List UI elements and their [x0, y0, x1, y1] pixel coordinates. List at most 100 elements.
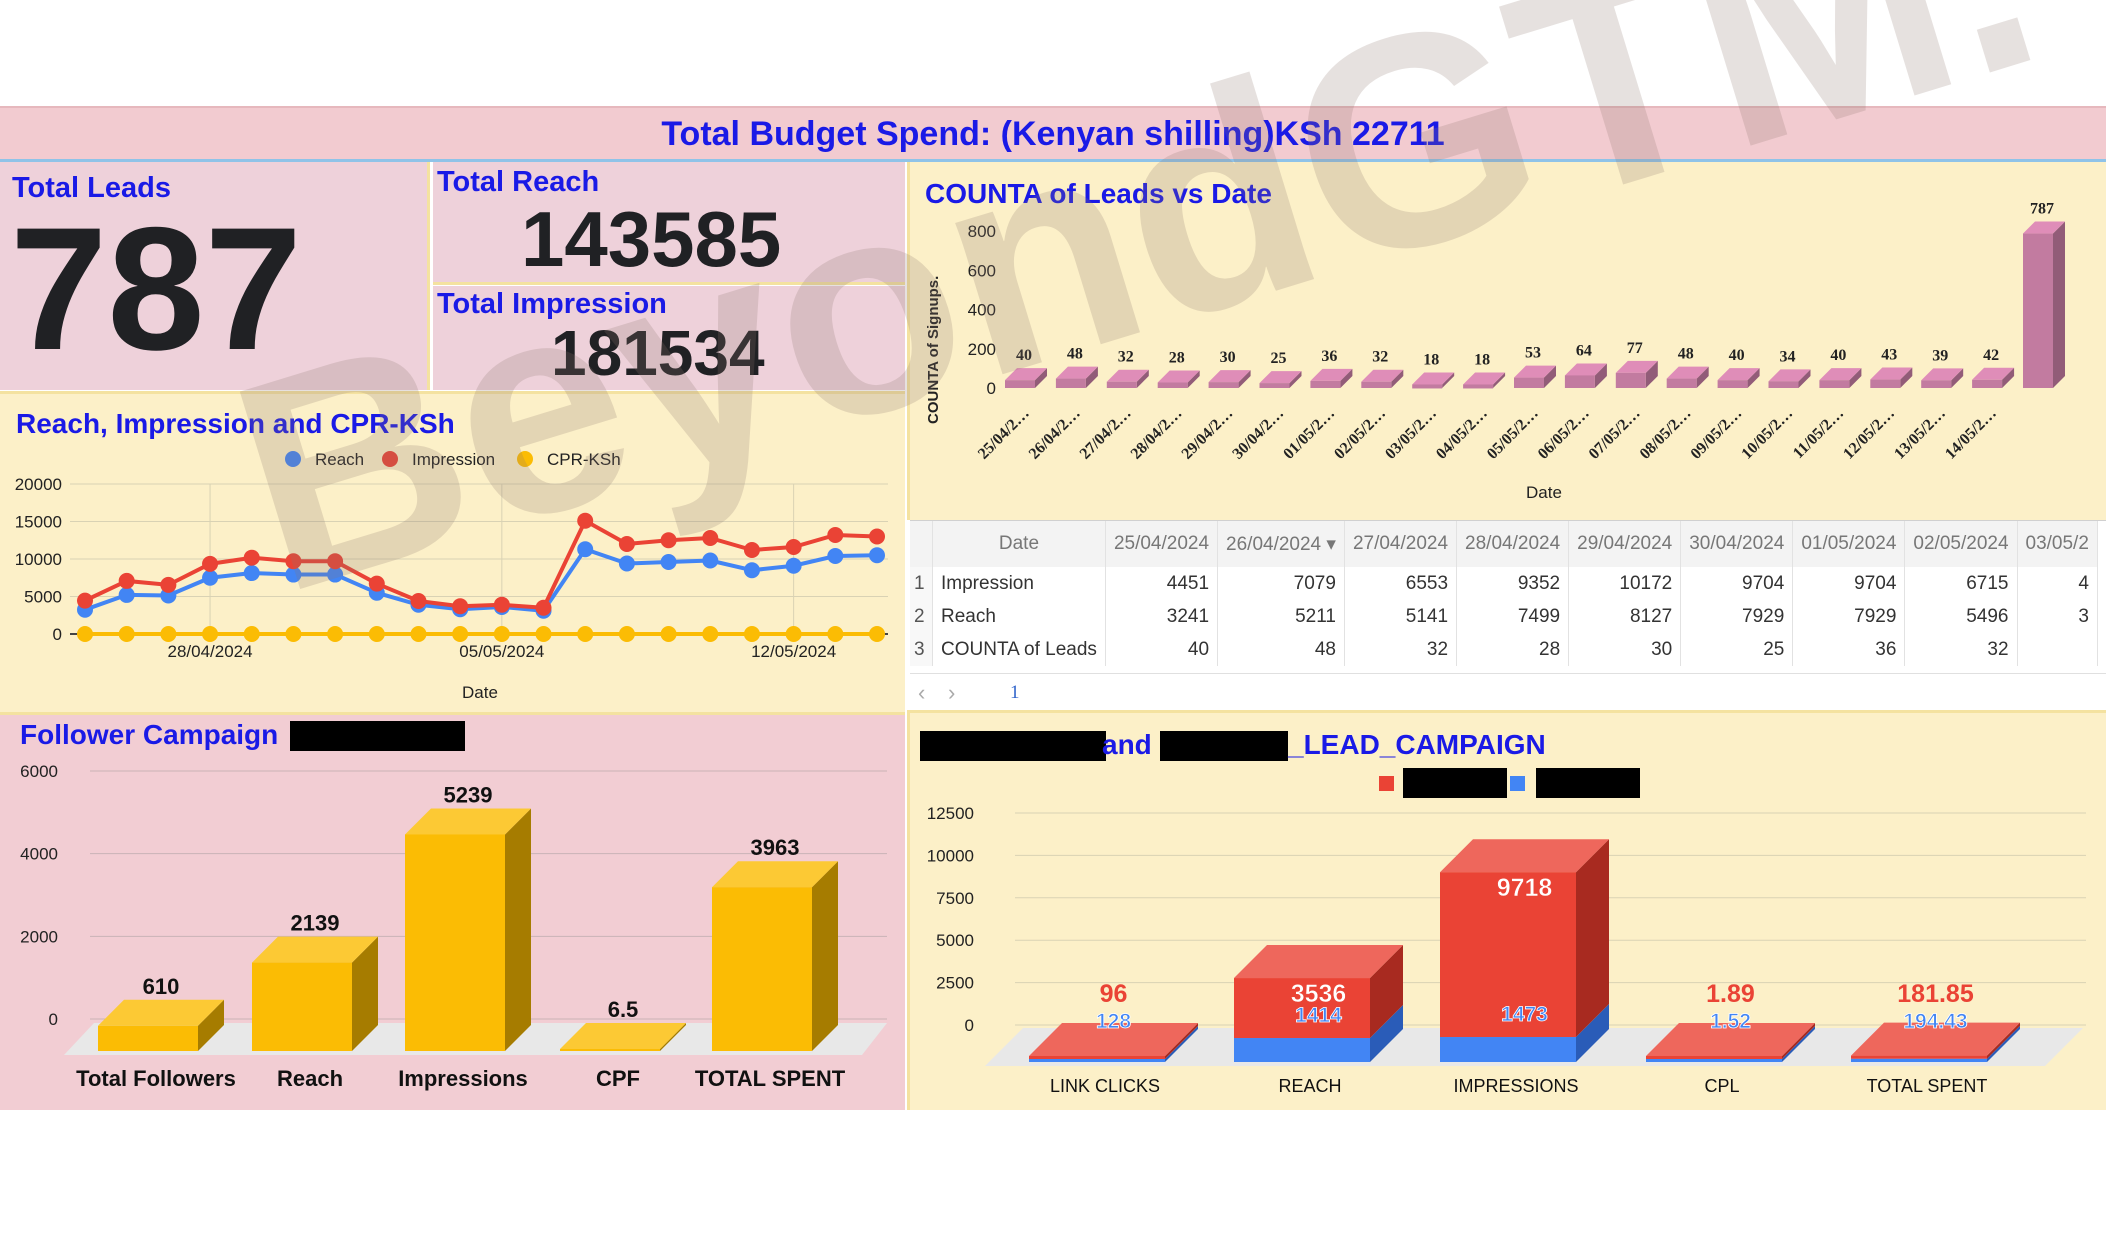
data-point: [577, 625, 594, 642]
data-point: [618, 625, 635, 642]
bar: [1768, 381, 1799, 388]
table-header-cell[interactable]: 28/04/2024: [1456, 521, 1570, 567]
row-label: Reach: [932, 600, 1106, 633]
y-tick-label: 10000: [927, 846, 974, 865]
data-point: [243, 565, 260, 582]
bar-side: [1645, 360, 1658, 388]
bar-segment-red: [1646, 1056, 1782, 1059]
bar-side: [1442, 372, 1455, 388]
data-point: [702, 530, 719, 546]
table-cell: 9704: [1792, 567, 1906, 600]
bar-segment-red: [1234, 978, 1370, 1039]
data-point: [785, 539, 802, 555]
bar-top: [1646, 1023, 1815, 1056]
total-reach-label: Total Reach: [437, 166, 600, 198]
data-label: 77: [1627, 340, 1643, 357]
x-tick-label: 28/04/2…: [1128, 405, 1186, 463]
y-tick-label: 600: [968, 261, 996, 280]
follower-bar-chart: 6000 4000 2000 0 610 Total Followers 2139 Reach…: [20, 762, 887, 1091]
data-label: 48: [1678, 346, 1694, 363]
y-tick-label: 15000: [15, 513, 62, 532]
table-header-cell[interactable]: 25/04/2024: [1105, 521, 1219, 567]
bar-top: [1921, 368, 1964, 381]
x-tick-label: Total Followers: [76, 1066, 236, 1091]
bar-segment-red: [1029, 1056, 1165, 1059]
bar-top: [1615, 360, 1658, 373]
table-cell: 28: [1456, 633, 1570, 666]
table-header-cell[interactable]: 30/04/2024: [1680, 521, 1794, 567]
bar-side: [660, 1023, 686, 1051]
y-tick-label: 200: [968, 340, 996, 359]
bar-segment-red: [1851, 1055, 1987, 1059]
prev-page-icon[interactable]: ‹: [918, 680, 926, 705]
data-label: 2139: [291, 911, 340, 936]
bar: [1157, 382, 1188, 388]
bar: [1666, 378, 1697, 388]
bar: [1615, 372, 1646, 388]
table-header-cell[interactable]: 29/04/2024: [1568, 521, 1682, 567]
bar-top: [1717, 368, 1760, 381]
table-header-cell[interactable]: 26/04/2024 ▾: [1217, 521, 1345, 567]
bar-side: [1165, 1026, 1198, 1062]
x-axis-label: Date: [1526, 483, 1562, 502]
table-row: 2 Reach 3241 5211 5141 7499 8127 7929 7929 5496 3: [910, 600, 2098, 633]
data-point: [743, 562, 760, 579]
bar-side: [2002, 367, 2015, 388]
total-reach-value: 143585: [521, 195, 782, 283]
follower-campaign-panel: Follower Campaign 6000 4000 2000 0 610 Total …: [0, 715, 905, 1110]
bar-side: [1987, 1025, 2020, 1062]
table-header-cell[interactable]: 03/05/2: [2017, 521, 2098, 567]
x-tick-label: IMPRESSIONS: [1453, 1076, 1578, 1096]
data-point: [827, 625, 844, 642]
x-tick-label: TOTAL SPENT: [695, 1066, 846, 1091]
bar: [1361, 381, 1392, 388]
x-tick-label: 09/05/2…: [1688, 405, 1746, 463]
bar-top: [1106, 369, 1149, 382]
bar-top: [1870, 367, 1913, 380]
sort-arrow-icon[interactable]: ▾: [1321, 533, 1336, 555]
table-cell: 5211: [1217, 600, 1345, 633]
line-chart: 20000 15000 10000 5000 0 28/04/2024 05/05/2024…: [15, 450, 888, 702]
data-label: 40: [1830, 347, 1846, 364]
legend-marker: [517, 451, 533, 467]
data-label: 194.43: [1903, 1010, 1967, 1033]
data-point: [660, 532, 677, 549]
bar-top: [1463, 372, 1506, 385]
bar-side: [1576, 1004, 1609, 1062]
bar-top: [1361, 369, 1404, 382]
data-label: 39: [1932, 347, 1948, 364]
table-header-cell[interactable]: Date: [932, 521, 1106, 567]
leads-data-table[interactable]: Date 25/04/2024 26/04/2024 ▾ 27/04/2024 28/0…: [910, 520, 2106, 711]
data-label: 25: [1271, 350, 1287, 367]
data-point: [702, 552, 719, 569]
legend-marker: [285, 451, 301, 467]
bar: [1412, 384, 1443, 389]
y-tick-label: 5000: [936, 931, 974, 950]
table-header-cell[interactable]: 01/05/2024: [1792, 521, 1906, 567]
data-point: [618, 536, 635, 552]
y-tick-label: 6000: [20, 762, 58, 781]
x-tick-label: 06/05/2…: [1535, 405, 1593, 463]
bar-top: [252, 936, 378, 963]
leads-vs-date-panel: COUNTA of Leads vs Date 800 600 400 200 0 COU…: [907, 162, 2106, 520]
data-point: [452, 598, 469, 615]
bar-top: [405, 808, 531, 835]
page-number[interactable]: 1: [1010, 682, 1020, 703]
table-cell: 9704: [1680, 567, 1794, 600]
bar: [1514, 377, 1544, 388]
redacted-box: [1403, 768, 1507, 798]
bar-top: [1851, 1022, 2020, 1056]
data-point: [118, 572, 135, 589]
data-point: [618, 555, 635, 572]
bar-side: [1576, 839, 1609, 1038]
bar-segment-blue: [1234, 1038, 1370, 1062]
total-leads-label: Total Leads: [12, 172, 171, 204]
data-point: [493, 596, 510, 613]
table-header-cell[interactable]: 27/04/2024: [1344, 521, 1458, 567]
next-page-icon[interactable]: ›: [948, 680, 956, 705]
data-point: [327, 625, 344, 642]
bar-top: [1972, 367, 2015, 380]
x-tick-label: 28/04/2024: [168, 642, 253, 661]
data-point: [660, 625, 677, 642]
table-header-cell[interactable]: 02/05/2024: [1904, 521, 2018, 567]
